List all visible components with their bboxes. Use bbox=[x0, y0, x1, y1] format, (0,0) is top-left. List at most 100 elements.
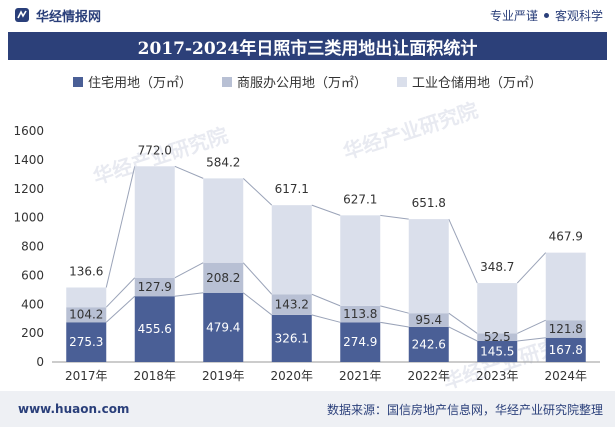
connector-line bbox=[174, 165, 204, 179]
footer: www.huaon.com 数据来源：国信房地产信息网，华经产业研究院整理 bbox=[0, 391, 615, 427]
bar-industrial bbox=[271, 205, 312, 295]
legend-label-residential: 住宅用地（万㎡） bbox=[87, 76, 192, 91]
x-tick-label: 2019年 bbox=[202, 369, 245, 383]
connector-line bbox=[311, 293, 341, 307]
data-label-residential: 167.8 bbox=[549, 343, 583, 357]
connector-line bbox=[242, 292, 273, 316]
data-label-commercial: 104.2 bbox=[69, 308, 103, 322]
connector-line bbox=[311, 314, 341, 323]
bar-commercial bbox=[340, 305, 381, 323]
brand-name: 华经情报网 bbox=[36, 9, 102, 25]
chart-title: 2017-2024年日照市三类用地出让面积统计 bbox=[137, 38, 478, 59]
bar-commercial bbox=[271, 294, 312, 315]
bar-residential bbox=[271, 314, 312, 362]
bar-residential bbox=[408, 326, 449, 362]
brand: 华经情报网 bbox=[14, 6, 101, 25]
tagline: 专业严谨 客观科学 bbox=[490, 7, 603, 24]
y-tick-label: 400 bbox=[21, 297, 44, 311]
data-label-industrial: 136.6 bbox=[69, 264, 103, 278]
connector-line bbox=[380, 321, 409, 328]
data-label-residential: 275.3 bbox=[69, 335, 103, 349]
footer-source: 数据来源：国信房地产信息网，华经产业研究院整理 bbox=[326, 402, 603, 417]
data-label-industrial: 617.1 bbox=[275, 182, 309, 196]
data-label-industrial: 772.0 bbox=[138, 143, 172, 157]
connector-line bbox=[105, 295, 136, 323]
legend-item-industrial: 工业仓储用地（万㎡） bbox=[397, 72, 542, 91]
x-tick-label: 2020年 bbox=[270, 369, 313, 383]
x-tick-label: 2024年 bbox=[544, 369, 587, 383]
bar-residential bbox=[134, 296, 175, 362]
connector-line bbox=[174, 262, 204, 279]
bar-commercial bbox=[66, 307, 107, 323]
bar-industrial bbox=[340, 215, 381, 306]
connector-line bbox=[174, 292, 204, 297]
bar-commercial bbox=[203, 262, 244, 293]
bar-commercial bbox=[545, 320, 586, 338]
connector-line bbox=[380, 305, 409, 314]
data-label-commercial: 95.4 bbox=[415, 313, 442, 327]
connector-line bbox=[380, 214, 409, 220]
chart-title-bar: 2017-2024年日照市三类用地出让面积统计 bbox=[8, 32, 607, 60]
legend-item-commercial: 商服办公用地（万㎡） bbox=[221, 72, 367, 91]
x-tick-label: 2023年 bbox=[476, 369, 519, 383]
data-label-commercial: 52.5 bbox=[484, 330, 511, 344]
chart-legend: 住宅用地（万㎡） 商服办公用地（万㎡） 工业仓储用地（万㎡） bbox=[0, 72, 615, 91]
bar-industrial bbox=[477, 283, 518, 334]
data-label-industrial: 584.2 bbox=[206, 155, 240, 169]
data-label-commercial: 121.8 bbox=[549, 322, 583, 336]
bar-commercial bbox=[408, 313, 449, 327]
connector-line bbox=[517, 319, 546, 334]
y-tick-label: 800 bbox=[21, 240, 44, 254]
tagline-left: 专业严谨 bbox=[489, 8, 538, 23]
connector-line bbox=[311, 204, 341, 216]
tagline-right: 客观科学 bbox=[554, 8, 603, 23]
data-label-commercial: 113.8 bbox=[343, 307, 377, 321]
connector-line bbox=[448, 218, 478, 284]
legend-label-commercial: 商服办公用地（万㎡） bbox=[236, 76, 367, 91]
y-tick-label: 1600 bbox=[13, 124, 44, 138]
y-tick-label: 1400 bbox=[13, 153, 44, 167]
tagline-dot-icon bbox=[543, 12, 549, 18]
bar-commercial bbox=[134, 277, 175, 297]
bar-residential bbox=[203, 292, 244, 362]
x-tick-label: 2021年 bbox=[339, 369, 382, 383]
connector-line bbox=[448, 312, 478, 334]
data-label-industrial: 627.1 bbox=[343, 192, 377, 206]
data-label-residential: 455.6 bbox=[138, 322, 172, 336]
data-label-residential: 242.6 bbox=[412, 337, 446, 351]
connector-line bbox=[105, 277, 136, 308]
data-label-residential: 326.1 bbox=[275, 331, 309, 345]
bar-industrial bbox=[545, 252, 586, 321]
data-label-residential: 479.4 bbox=[206, 320, 240, 334]
data-label-residential: 145.5 bbox=[480, 344, 514, 358]
connector-line bbox=[516, 252, 547, 284]
brand-logo-icon bbox=[15, 8, 29, 22]
legend-swatch-residential bbox=[72, 76, 83, 87]
y-tick-label: 1000 bbox=[13, 211, 44, 225]
chart-plot: 0 200 400 600 800 1000 1200 1400 1600 275.3 104.2 1… bbox=[13, 124, 600, 383]
bar-industrial bbox=[203, 178, 244, 263]
bar-residential bbox=[545, 337, 586, 362]
legend-item-residential: 住宅用地（万㎡） bbox=[72, 72, 192, 91]
bar-industrial bbox=[66, 287, 107, 308]
x-tick-label: 2018年 bbox=[133, 369, 176, 383]
y-tick-label: 600 bbox=[21, 268, 44, 282]
connector-line bbox=[105, 166, 136, 288]
bar-industrial bbox=[134, 166, 175, 278]
footer-site: www.huaon.com bbox=[18, 402, 130, 416]
data-label-commercial: 143.2 bbox=[275, 298, 309, 312]
connector-line bbox=[517, 337, 546, 342]
legend-swatch-commercial bbox=[221, 76, 232, 87]
x-tick-label: 2017年 bbox=[65, 369, 108, 383]
bar-residential bbox=[66, 322, 107, 362]
data-label-commercial: 127.9 bbox=[138, 280, 172, 294]
connector-line bbox=[242, 178, 273, 206]
bar-commercial bbox=[477, 333, 518, 341]
data-label-industrial: 651.8 bbox=[412, 196, 446, 210]
legend-swatch-industrial bbox=[397, 76, 407, 87]
data-label-residential: 274.9 bbox=[343, 335, 377, 349]
y-tick-label: 0 bbox=[36, 355, 44, 369]
bar-industrial bbox=[408, 219, 449, 314]
legend-label-industrial: 工业仓储用地（万㎡） bbox=[412, 76, 543, 91]
